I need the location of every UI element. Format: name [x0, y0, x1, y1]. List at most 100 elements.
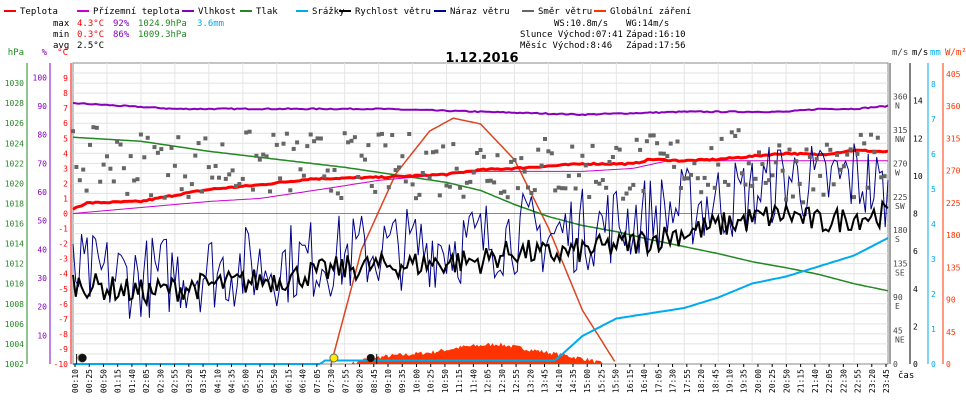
astro-markers: [76, 353, 378, 364]
degc-axis-tick: 3: [63, 164, 68, 173]
smer-point: [295, 140, 300, 145]
smer-point: [431, 150, 435, 155]
x-tick-label: 08:20: [356, 369, 365, 393]
smer-point: [644, 139, 649, 144]
smer-point: [614, 145, 619, 150]
series-srazky: [73, 237, 889, 365]
min-press: 1009.3hPa: [138, 30, 187, 40]
x-tick-label: 04:35: [228, 369, 237, 393]
mm-axis-tick: 2: [931, 290, 936, 299]
smer-point: [865, 185, 870, 190]
hpa-axis-tick: 1010: [5, 280, 24, 289]
ms-axis-tick: 4: [913, 285, 918, 294]
pct-axis-tick: 60: [37, 188, 47, 197]
max-label: max: [53, 19, 70, 29]
smer-point: [794, 159, 799, 164]
smer-point: [206, 165, 211, 170]
smer-point: [261, 152, 266, 157]
smer-point: [155, 150, 160, 155]
x-tick-label: 17:05: [654, 369, 663, 393]
smer-point: [118, 142, 123, 147]
smer-point: [566, 173, 571, 178]
series: [71, 101, 889, 365]
hpa-axis-tick: 1020: [5, 179, 24, 188]
smer-point: [845, 152, 850, 157]
degc-axis-tick: 0: [63, 210, 68, 219]
smer-point: [247, 129, 252, 134]
degc-axis-tick: -6: [58, 300, 68, 309]
degc-axis-tick: 7: [63, 104, 68, 113]
smer-point: [801, 200, 806, 205]
dir-axis-label: SW: [895, 202, 905, 211]
smer-point: [668, 141, 673, 146]
smer-point: [757, 150, 761, 155]
mm-axis-tick: 0: [931, 360, 936, 369]
smer-point: [434, 149, 439, 154]
pct-axis-tick: 70: [37, 159, 47, 168]
dir-axis-label: SE: [895, 269, 905, 278]
dir-axis-label: NW: [895, 135, 905, 144]
ms-axis-tick: 6: [913, 247, 918, 256]
x-tick-label: 18:45: [711, 369, 720, 393]
smer-point: [227, 172, 232, 177]
smer-point: [217, 175, 221, 180]
series-smer: [71, 125, 887, 205]
series-tlak: [72, 136, 889, 292]
x-tick-label: 22:30: [839, 369, 848, 393]
smer-point: [869, 132, 873, 137]
x-tick-label: 15:50: [612, 369, 621, 393]
x-tick-label: 12:55: [512, 369, 521, 393]
wm2-axis-unit: W/m²: [945, 48, 966, 58]
smer-point: [536, 147, 541, 152]
smer-point: [848, 147, 853, 152]
max-rain: 3.6mm: [197, 19, 224, 29]
smer-point: [570, 144, 575, 149]
legend-label-srazky: Srážky: [312, 7, 345, 17]
smer-point: [549, 151, 554, 156]
smer-point: [424, 150, 429, 155]
x-tick-label: 10:50: [441, 369, 450, 393]
smer-point: [519, 156, 524, 161]
smer-point: [797, 181, 802, 186]
x-tick-label: 13:20: [526, 369, 535, 393]
smer-point: [172, 163, 177, 168]
wm2-axis-tick: 270: [946, 167, 961, 176]
wind-speed-max: WS:10.8m/s: [554, 19, 608, 29]
smer-point: [828, 147, 833, 152]
smer-point: [223, 176, 228, 181]
hpa-axis-tick: 1006: [5, 320, 24, 329]
smer-point: [804, 147, 809, 152]
x-tick-label: 22:05: [825, 369, 834, 393]
x-tick-label: 03:45: [199, 369, 208, 393]
smer-point: [274, 142, 279, 147]
smer-point: [98, 179, 103, 184]
ms-axis-tick: 0: [913, 360, 918, 369]
wind-gust-max: WG:14m/s: [626, 19, 669, 29]
mm-axis-unit: mm: [930, 48, 941, 58]
smer-point: [257, 157, 262, 162]
smer-point: [502, 189, 507, 194]
smer-point: [159, 147, 164, 152]
smer-point: [512, 158, 517, 162]
x-tick-label: 14:10: [555, 369, 564, 393]
smer-point: [410, 182, 415, 187]
smer-point: [414, 196, 418, 201]
degc-axis-tick: 1: [63, 194, 68, 203]
smer-point: [125, 191, 130, 196]
smer-point: [108, 166, 113, 171]
x-tick-label: 20:25: [768, 369, 777, 393]
dir-axis-label: NE: [895, 336, 905, 345]
smer-point: [821, 192, 826, 197]
dir-axis-unit: m/s: [892, 48, 908, 58]
smer-point: [298, 167, 303, 172]
degc-axis-tick: 5: [63, 134, 68, 143]
x-tick-label: 02:30: [156, 369, 165, 393]
x-axis-label: čas: [898, 370, 914, 381]
x-tick-label: 13:45: [541, 369, 550, 393]
smer-point: [818, 173, 823, 178]
x-tick-label: 07:55: [341, 369, 350, 393]
avg-label: avg: [53, 41, 69, 51]
smer-point: [478, 148, 483, 152]
hpa-axis-unit: hPa: [8, 48, 24, 58]
